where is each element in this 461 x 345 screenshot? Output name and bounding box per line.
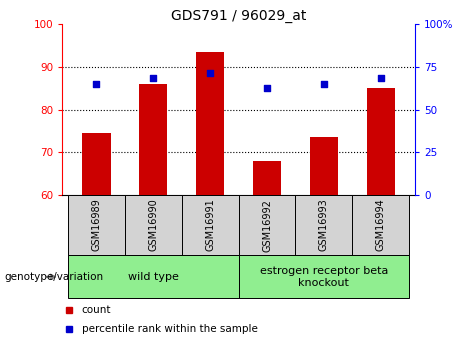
Bar — [82, 133, 111, 195]
Bar — [253, 161, 281, 195]
Bar — [366, 88, 395, 195]
Text: count: count — [82, 305, 111, 315]
FancyBboxPatch shape — [125, 195, 182, 255]
FancyBboxPatch shape — [352, 195, 409, 255]
Point — [93, 81, 100, 87]
FancyBboxPatch shape — [68, 195, 125, 255]
Point — [207, 70, 214, 76]
Point — [263, 86, 271, 91]
Text: GSM16991: GSM16991 — [205, 199, 215, 252]
Text: GSM16994: GSM16994 — [376, 199, 386, 252]
FancyBboxPatch shape — [182, 195, 239, 255]
Point — [377, 75, 384, 80]
Text: estrogen receptor beta
knockout: estrogen receptor beta knockout — [260, 266, 388, 288]
Bar — [139, 84, 167, 195]
Bar — [196, 52, 225, 195]
Bar — [310, 137, 338, 195]
Title: GDS791 / 96029_at: GDS791 / 96029_at — [171, 9, 306, 23]
Text: wild type: wild type — [128, 272, 179, 282]
Point — [149, 75, 157, 80]
Text: GSM16989: GSM16989 — [91, 199, 101, 252]
Point — [320, 81, 328, 87]
Text: percentile rank within the sample: percentile rank within the sample — [82, 324, 258, 334]
FancyBboxPatch shape — [296, 195, 352, 255]
FancyBboxPatch shape — [239, 195, 296, 255]
Text: genotype/variation: genotype/variation — [5, 272, 104, 282]
FancyBboxPatch shape — [68, 255, 239, 298]
Text: GSM16992: GSM16992 — [262, 199, 272, 252]
Text: GSM16993: GSM16993 — [319, 199, 329, 252]
FancyBboxPatch shape — [239, 255, 409, 298]
Text: GSM16990: GSM16990 — [148, 199, 158, 252]
